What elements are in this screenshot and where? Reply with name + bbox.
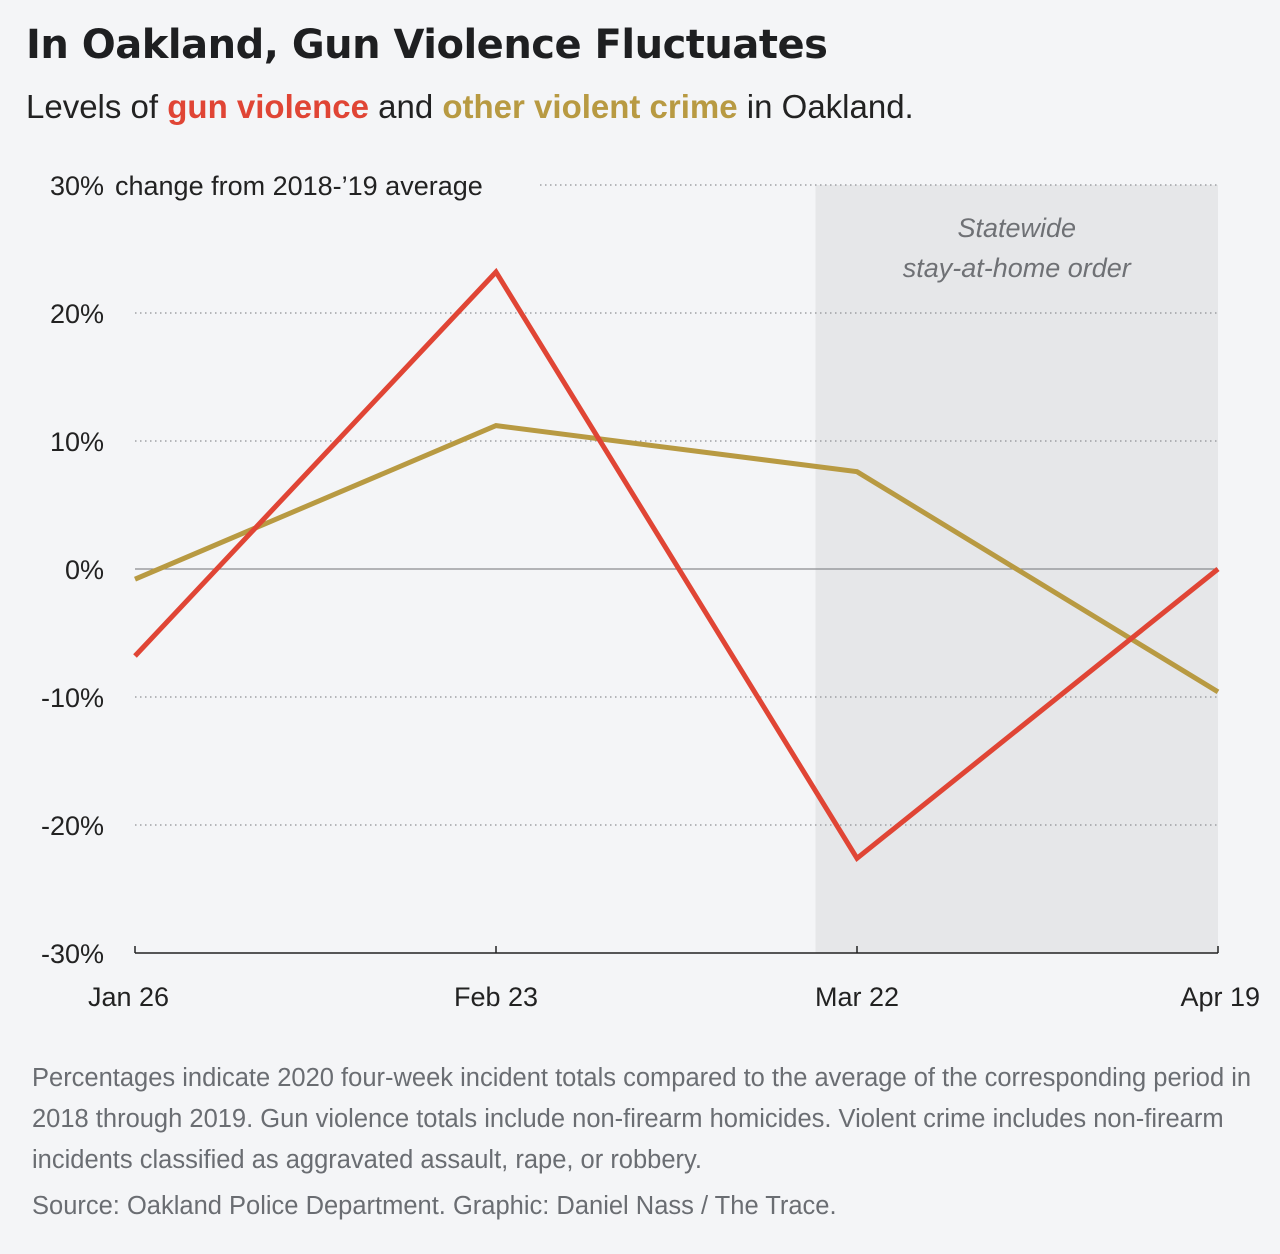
gun-violence-line bbox=[133, 267, 1220, 863]
y-tick-label: -30% bbox=[41, 939, 104, 969]
x-tick-label: Jan 26 bbox=[88, 982, 169, 1012]
chart-title: In Oakland, Gun Violence Fluctuates bbox=[26, 22, 828, 68]
y-tick-label: 20% bbox=[50, 299, 104, 329]
subtitle-prefix: Levels of bbox=[26, 88, 168, 125]
stay-at-home-annotation: stay-at-home order bbox=[903, 253, 1132, 283]
stay-at-home-annotation: Statewide bbox=[957, 213, 1076, 243]
other-violent-crime-line bbox=[134, 423, 1220, 695]
chart-source: Source: Oakland Police Department. Graph… bbox=[32, 1192, 837, 1220]
y-tick-label: 10% bbox=[50, 427, 104, 457]
subtitle-gun-violence: gun violence bbox=[167, 88, 369, 125]
y-tick-label: 0% bbox=[65, 555, 104, 585]
x-tick-label: Mar 22 bbox=[815, 982, 899, 1012]
chart-subtitle: Levels of gun violence and other violent… bbox=[26, 88, 914, 126]
y-tick-label: 30% bbox=[50, 171, 104, 201]
subtitle-other-violent-crime: other violent crime bbox=[442, 88, 738, 125]
y-tick-label: -20% bbox=[41, 811, 104, 841]
line-chart: 30% 20% 10% 0% -10% -20% -30% change from 2018-… bbox=[41, 171, 1260, 1012]
x-tick-label: Feb 23 bbox=[454, 982, 538, 1012]
y-axis-label: change from 2018-’19 average bbox=[115, 171, 483, 201]
x-tick-label: Apr 19 bbox=[1180, 982, 1260, 1012]
subtitle-and: and bbox=[368, 88, 443, 125]
chart-notes: Percentages indicate 2020 four-week inci… bbox=[32, 1064, 1252, 1174]
y-tick-label: -10% bbox=[41, 683, 104, 713]
subtitle-suffix: in Oakland. bbox=[737, 88, 914, 125]
